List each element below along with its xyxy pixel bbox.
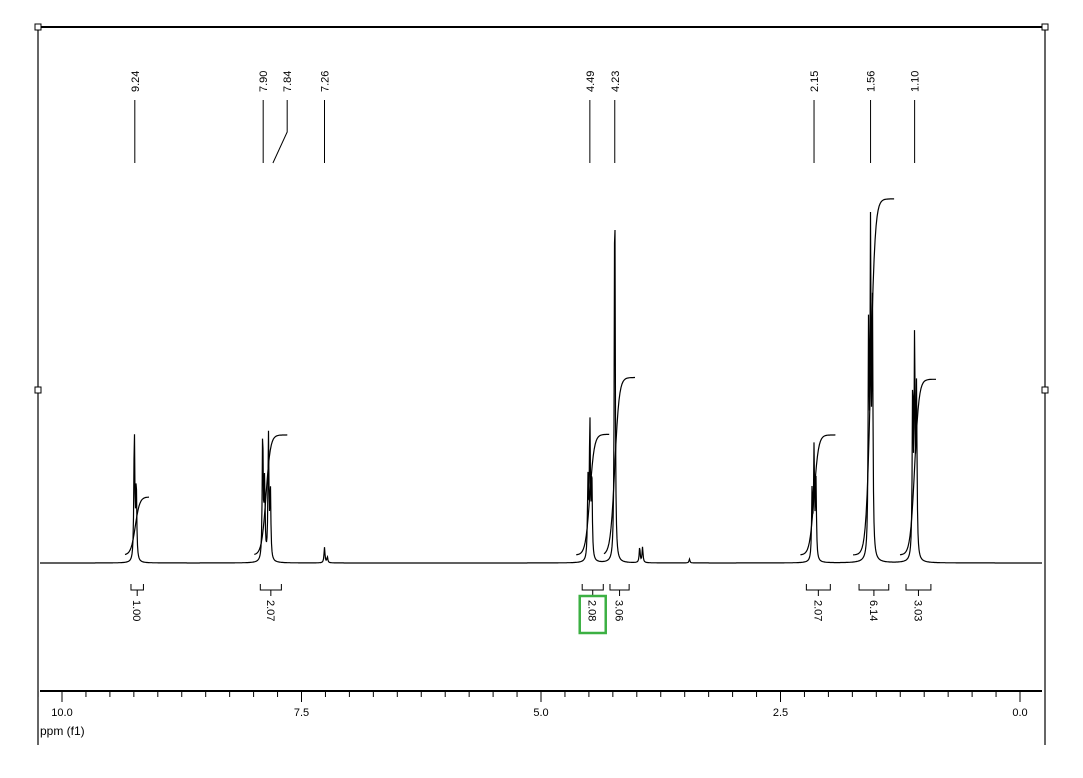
integral-value: 1.00 <box>130 600 142 621</box>
peak-label-text: 7.26 <box>319 71 331 92</box>
integral-bracket: 2.08 <box>578 584 607 635</box>
integral-value: 6.14 <box>867 600 879 621</box>
peak-label-text: 1.56 <box>866 71 878 92</box>
bracket-line <box>259 584 282 596</box>
bracket-line <box>130 584 144 596</box>
integral-value: 3.03 <box>911 600 923 621</box>
spectrum-trace <box>40 211 1042 564</box>
peak-label-text: 7.90 <box>258 71 270 92</box>
peak-label: 4.23 <box>610 71 622 163</box>
peak-label: 2.15 <box>809 71 821 163</box>
x-tick-label: 10.0 <box>51 707 72 719</box>
peak-label-text: 4.23 <box>610 71 622 92</box>
peak-label-text: 9.24 <box>130 71 142 92</box>
peak-label: 7.90 <box>258 71 270 163</box>
peak-label-text: 4.49 <box>585 71 597 92</box>
integral-curve <box>603 376 635 555</box>
peak-label: 7.26 <box>319 71 331 163</box>
integral-bracket: 2.07 <box>259 584 282 621</box>
x-axis: 10.0 7.5 5.0 2.5 0.0 <box>37 690 1042 719</box>
peak-label-text: 2.15 <box>809 71 821 92</box>
integral-value: 2.07 <box>264 600 276 621</box>
resize-handle[interactable] <box>1041 386 1049 394</box>
x-axis-label: ppm (f1) <box>40 724 85 738</box>
peak-label-text: 7.84 <box>282 71 294 92</box>
integral-value: 3.06 <box>613 600 625 621</box>
integral-curve <box>853 198 895 556</box>
integral-value: 2.07 <box>811 600 823 621</box>
integral-curve <box>124 496 150 556</box>
integral-value: 2.08 <box>586 600 598 621</box>
bracket-line <box>905 584 932 596</box>
bracket-line <box>609 584 630 596</box>
integral-bracket: 6.14 <box>858 584 890 621</box>
x-tick-label: 2.5 <box>773 707 788 719</box>
integral-curves <box>124 198 936 556</box>
integral-curve <box>254 434 288 555</box>
peak-label-text: 1.10 <box>910 71 922 92</box>
bracket-line <box>858 584 890 596</box>
integral-bracket: 3.06 <box>609 584 630 621</box>
integral-bracket: 1.00 <box>130 584 144 621</box>
integral-curve <box>800 434 836 556</box>
integral-bracket: 3.03 <box>905 584 932 621</box>
peak-label-line <box>272 100 288 164</box>
peak-label: 1.56 <box>866 71 878 163</box>
bracket-line <box>805 584 831 596</box>
peak-label: 1.10 <box>910 71 922 163</box>
integral-bracket: 2.07 <box>805 584 831 621</box>
x-tick-label: 7.5 <box>294 707 309 719</box>
peak-label: 7.84 <box>272 71 294 164</box>
resize-handle[interactable] <box>1041 23 1049 31</box>
plot-frame <box>34 23 1049 745</box>
x-tick-label: 0.0 <box>1012 707 1027 719</box>
resize-handle[interactable] <box>34 23 42 31</box>
peak-label: 4.49 <box>585 71 597 163</box>
highlight-box <box>578 594 607 635</box>
peak-labels: 9.24 7.90 7.84 7.26 4.49 4.23 2.15 1.56 1.10 <box>130 71 922 164</box>
resize-handle[interactable] <box>34 386 42 394</box>
integral-curve <box>899 378 936 556</box>
peak-label: 9.24 <box>130 71 142 163</box>
x-tick-label: 5.0 <box>533 707 548 719</box>
integral-labels: 1.00 2.07 2.08 3.06 2.07 6.14 3.03 <box>130 584 932 635</box>
integral-curve <box>576 433 610 556</box>
bracket-line <box>581 584 604 596</box>
